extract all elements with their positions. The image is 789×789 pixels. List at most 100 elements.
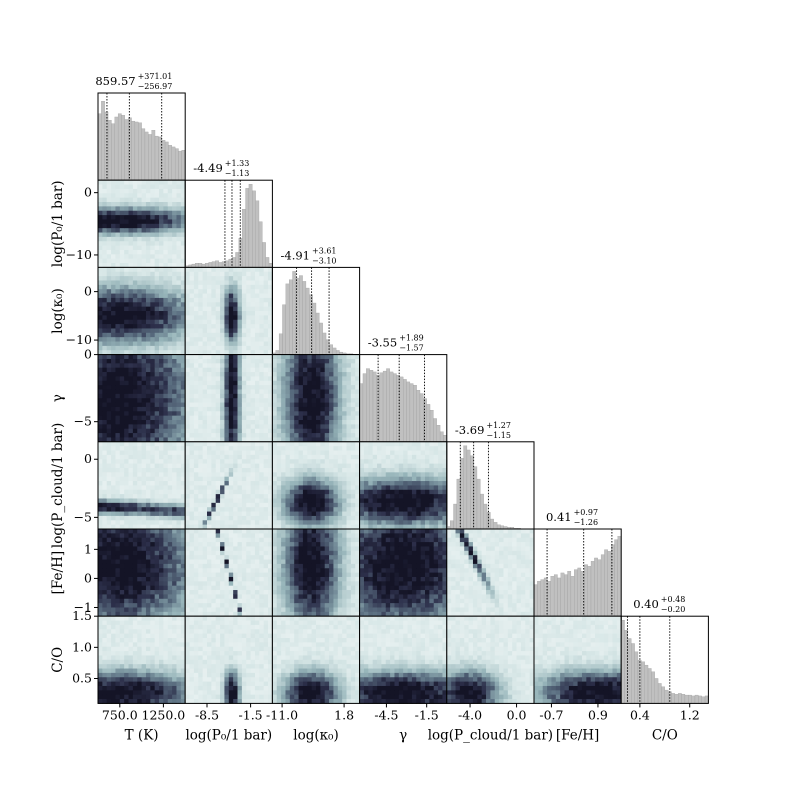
density-cell — [141, 337, 147, 342]
density-cell — [377, 485, 382, 491]
density-cell — [137, 511, 142, 517]
density-cell — [119, 332, 125, 338]
density-cell — [259, 420, 265, 425]
density-cell — [159, 193, 164, 199]
density-cell — [254, 271, 260, 277]
density-cell — [228, 585, 234, 591]
density-cell — [137, 297, 142, 303]
density-cell — [241, 433, 247, 438]
density-cell — [198, 363, 204, 369]
density-cell — [163, 193, 169, 199]
density-cell — [438, 472, 443, 478]
density-cell — [106, 267, 112, 273]
density-cell — [102, 202, 108, 207]
density-cell — [154, 402, 160, 408]
density-cell — [220, 542, 225, 547]
density-cell — [102, 293, 108, 299]
density-cell — [119, 319, 125, 325]
density-cell — [119, 424, 125, 430]
density-cell — [172, 332, 177, 338]
density-cell — [150, 263, 156, 268]
density-cell — [141, 302, 147, 308]
density-cell — [385, 467, 391, 473]
density-cell — [176, 228, 182, 233]
density-cell — [102, 284, 108, 290]
density-cell — [281, 467, 286, 473]
density-cell — [220, 420, 225, 425]
density-cell — [442, 463, 448, 469]
density-cell — [106, 232, 112, 238]
density-cell — [180, 446, 186, 451]
density-cell — [263, 537, 269, 543]
density-cell — [145, 219, 151, 225]
density-cell — [98, 603, 103, 608]
density-cell — [307, 472, 313, 478]
density-cell — [259, 529, 265, 534]
density-cell — [316, 467, 321, 473]
density-cell — [241, 559, 247, 565]
density-cell — [359, 481, 365, 486]
density-cell — [407, 463, 413, 469]
density-cell — [263, 341, 269, 347]
density-cell — [329, 358, 334, 364]
density-cell — [163, 450, 169, 456]
density-cell — [172, 550, 177, 556]
density-cell — [163, 389, 169, 395]
density-cell — [220, 411, 225, 417]
density-cell — [433, 472, 439, 478]
density-cell — [159, 376, 164, 382]
density-cell — [98, 297, 103, 303]
density-cell — [246, 459, 251, 464]
density-cell — [350, 489, 356, 495]
density-cell — [189, 546, 195, 552]
density-cell — [202, 354, 208, 360]
density-cell — [176, 180, 182, 185]
density-cell — [172, 546, 177, 552]
density-cell — [163, 254, 169, 260]
density-cell — [268, 415, 273, 421]
density-cell — [180, 411, 186, 417]
density-cell — [180, 459, 186, 464]
density-cell — [154, 363, 160, 369]
density-cell — [115, 502, 121, 508]
density-cell — [180, 498, 186, 504]
density-cell — [237, 555, 243, 560]
density-cell — [337, 463, 343, 469]
density-cell — [167, 354, 173, 360]
density-cell — [172, 576, 177, 582]
density-cell — [119, 520, 125, 526]
density-cell — [111, 498, 116, 504]
density-cell — [241, 572, 247, 578]
density-cell — [333, 428, 339, 434]
density-cell — [102, 258, 108, 264]
density-cell — [259, 406, 265, 412]
density-cell — [246, 446, 251, 451]
density-cell — [102, 533, 108, 539]
density-cell — [420, 476, 426, 482]
density-cell — [416, 481, 422, 486]
density-cell — [124, 324, 129, 329]
density-cell — [346, 380, 352, 386]
density-cell — [180, 254, 186, 260]
density-cell — [159, 210, 164, 216]
density-cell — [137, 236, 142, 242]
density-cell — [119, 306, 125, 312]
density-cell — [263, 546, 269, 552]
density-cell — [237, 611, 243, 617]
density-cell — [145, 472, 151, 478]
hist-bar — [423, 398, 427, 442]
density-cell — [159, 319, 164, 325]
density-cell — [193, 376, 199, 382]
density-cell — [198, 276, 204, 281]
density-cell — [355, 406, 360, 412]
density-cell — [145, 284, 151, 290]
density-cell — [233, 572, 238, 578]
density-cell — [141, 398, 147, 403]
density-cell — [141, 236, 147, 242]
density-cell — [346, 494, 352, 499]
density-cell — [228, 280, 234, 286]
density-cell — [350, 372, 356, 377]
density-cell — [189, 341, 195, 347]
density-cell — [176, 481, 182, 486]
density-cell — [102, 550, 108, 556]
